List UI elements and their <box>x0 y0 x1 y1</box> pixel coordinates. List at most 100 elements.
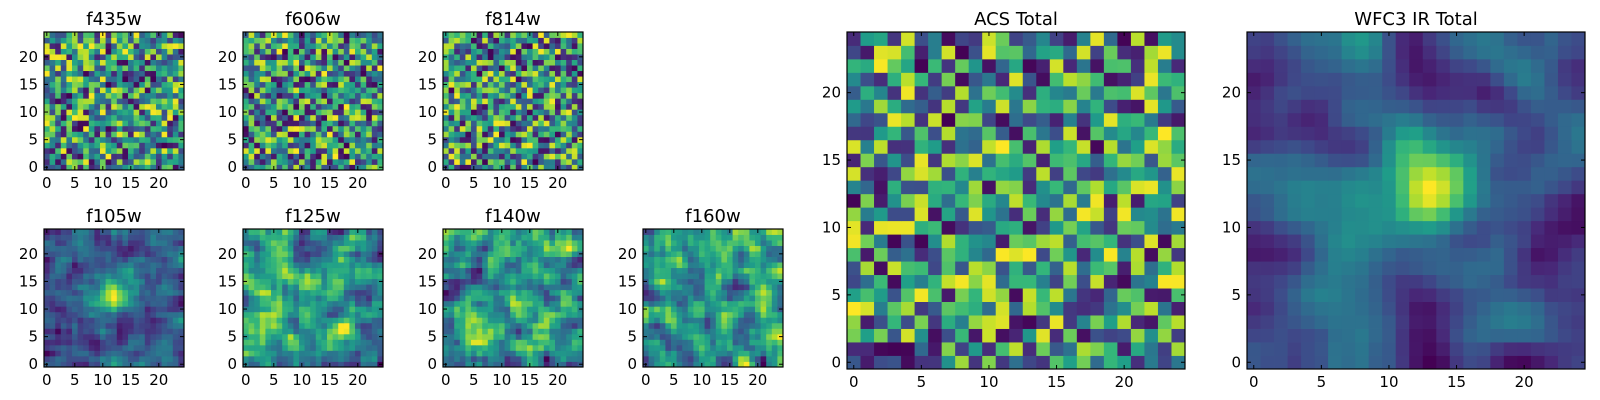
heatmap-cell <box>482 284 489 291</box>
heatmap-cell <box>532 70 539 77</box>
heatmap-cell <box>44 344 50 351</box>
heatmap-cell <box>66 278 73 285</box>
heatmap-cell <box>755 311 761 318</box>
heatmap-cell <box>366 120 373 127</box>
heatmap-cell <box>144 339 151 346</box>
heatmap-cell <box>44 350 50 357</box>
heatmap-cell <box>532 306 539 313</box>
heatmap-cell <box>60 278 67 285</box>
heatmap-cell <box>259 87 266 94</box>
heatmap-cell <box>543 267 550 274</box>
heatmap-cell <box>995 180 1010 195</box>
heatmap-cell <box>139 273 146 280</box>
heatmap-cell <box>44 284 50 291</box>
heatmap-cell <box>83 300 90 307</box>
heatmap-cell <box>83 131 90 138</box>
heatmap-cell <box>83 54 90 60</box>
heatmap-cell <box>315 251 322 257</box>
heatmap-cell <box>287 98 294 105</box>
heatmap-cell <box>172 109 179 116</box>
heatmap-cell <box>901 166 915 181</box>
heatmap-cell <box>887 355 902 370</box>
heatmap-cell <box>282 81 289 88</box>
heatmap-cell <box>139 114 146 121</box>
heatmap-cell <box>55 306 62 313</box>
heatmap-cell <box>150 339 157 346</box>
heatmap-cell <box>982 328 997 343</box>
heatmap-cell <box>665 251 672 257</box>
heatmap-cell <box>527 136 533 143</box>
heatmap-cell <box>738 278 745 285</box>
heatmap-cell <box>366 54 373 60</box>
heatmap-cell <box>321 70 328 77</box>
heatmap-cell <box>128 317 134 324</box>
heatmap-cell <box>315 54 322 60</box>
heatmap-cell <box>560 278 567 285</box>
heatmap-cell <box>659 251 666 257</box>
heatmap-cell <box>349 32 356 38</box>
heatmap-cell <box>549 32 556 38</box>
heatmap-cell <box>366 306 373 313</box>
heatmap-cell <box>371 114 378 121</box>
heatmap-cell <box>555 87 561 94</box>
heatmap-cell <box>83 267 90 274</box>
heatmap-cell <box>648 234 655 241</box>
heatmap-cell <box>699 322 705 329</box>
heatmap-cell <box>560 120 567 127</box>
heatmap-cell <box>676 284 683 291</box>
heatmap-cell <box>355 278 361 285</box>
heatmap-cell <box>771 350 778 357</box>
heatmap-cell <box>343 98 350 105</box>
heatmap-cell <box>276 344 283 351</box>
heatmap-cell <box>538 158 545 165</box>
heatmap-cell <box>315 278 322 285</box>
heatmap-cell <box>77 322 84 329</box>
heatmap-cell <box>493 76 500 83</box>
heatmap-cell <box>366 273 373 280</box>
heatmap-cell <box>704 295 711 302</box>
heatmap-cell <box>360 43 367 49</box>
heatmap-cell <box>521 81 528 88</box>
heatmap-cell <box>510 98 517 105</box>
heatmap-cell <box>459 81 466 88</box>
heatmap-cell <box>83 153 90 160</box>
heatmap-cell <box>122 322 129 329</box>
heatmap-cell <box>860 207 875 222</box>
heatmap-cell <box>760 295 767 302</box>
heatmap-cell <box>682 344 689 351</box>
heatmap-cell <box>577 339 584 346</box>
heatmap-cell <box>504 103 511 110</box>
heatmap-cell <box>343 262 350 269</box>
heatmap-cell <box>167 256 174 263</box>
heatmap-cell <box>343 317 350 324</box>
heatmap-cell <box>459 48 466 55</box>
heatmap-cell <box>515 142 522 149</box>
heatmap-cell <box>543 240 550 246</box>
heatmap-cell <box>493 125 500 132</box>
heatmap-cell <box>955 315 970 329</box>
heatmap-cell <box>128 262 134 269</box>
heatmap-cell <box>343 234 350 241</box>
heatmap-cell <box>282 234 289 241</box>
heatmap-cell <box>1171 342 1186 356</box>
heatmap-cell <box>315 262 322 269</box>
heatmap-cell <box>777 317 784 324</box>
heatmap-cell <box>243 295 249 302</box>
heatmap-cell <box>665 311 672 318</box>
heatmap-cell <box>355 322 361 329</box>
heatmap-cell <box>128 147 134 154</box>
heatmap-cell <box>161 136 168 143</box>
heatmap-cell <box>493 256 500 263</box>
heatmap-cell <box>710 317 717 324</box>
heatmap-cell <box>304 350 311 357</box>
heatmap-cell <box>465 333 472 340</box>
heatmap-cell <box>487 59 494 66</box>
heatmap-cell <box>122 344 129 351</box>
heatmap-cell <box>732 306 739 313</box>
heatmap-cell <box>94 114 101 121</box>
heatmap-cell <box>738 350 745 357</box>
heatmap-cell <box>504 229 511 235</box>
heatmap-cell <box>732 317 739 324</box>
heatmap-cell <box>72 147 78 154</box>
